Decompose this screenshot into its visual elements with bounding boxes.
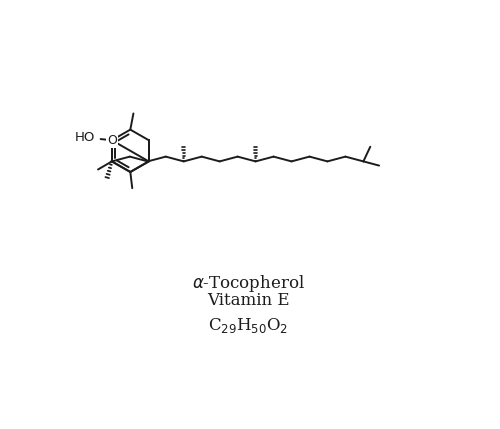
Text: HO: HO [75, 131, 96, 144]
Text: Vitamin E: Vitamin E [207, 293, 290, 309]
Text: C$_{29}$H$_{50}$O$_{2}$: C$_{29}$H$_{50}$O$_{2}$ [208, 317, 288, 335]
Text: $\alpha$-Tocopherol: $\alpha$-Tocopherol [192, 273, 305, 294]
Text: O: O [107, 134, 117, 147]
